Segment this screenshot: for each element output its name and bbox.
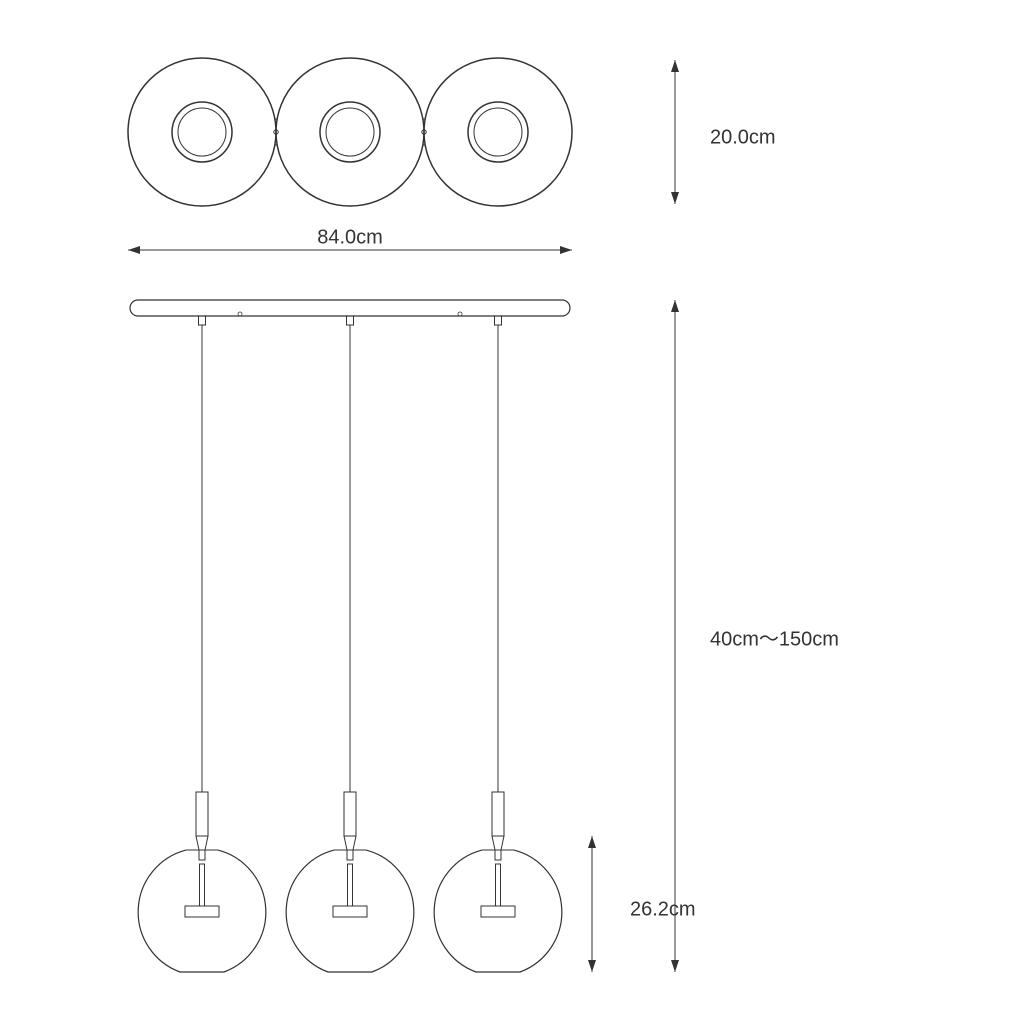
elevation-view	[130, 300, 570, 972]
plan-view	[128, 58, 572, 206]
technical-drawing: 84.0cm 20.0cm 40cm～150cm 26.2cm	[0, 0, 1024, 1024]
dim-label-h: 84.0cm	[317, 226, 383, 248]
dim-label-v: 26.2cm	[630, 898, 696, 920]
dim-label-v: 20.0cm	[710, 126, 776, 148]
dim-label-v: 40cm～150cm	[710, 628, 839, 650]
